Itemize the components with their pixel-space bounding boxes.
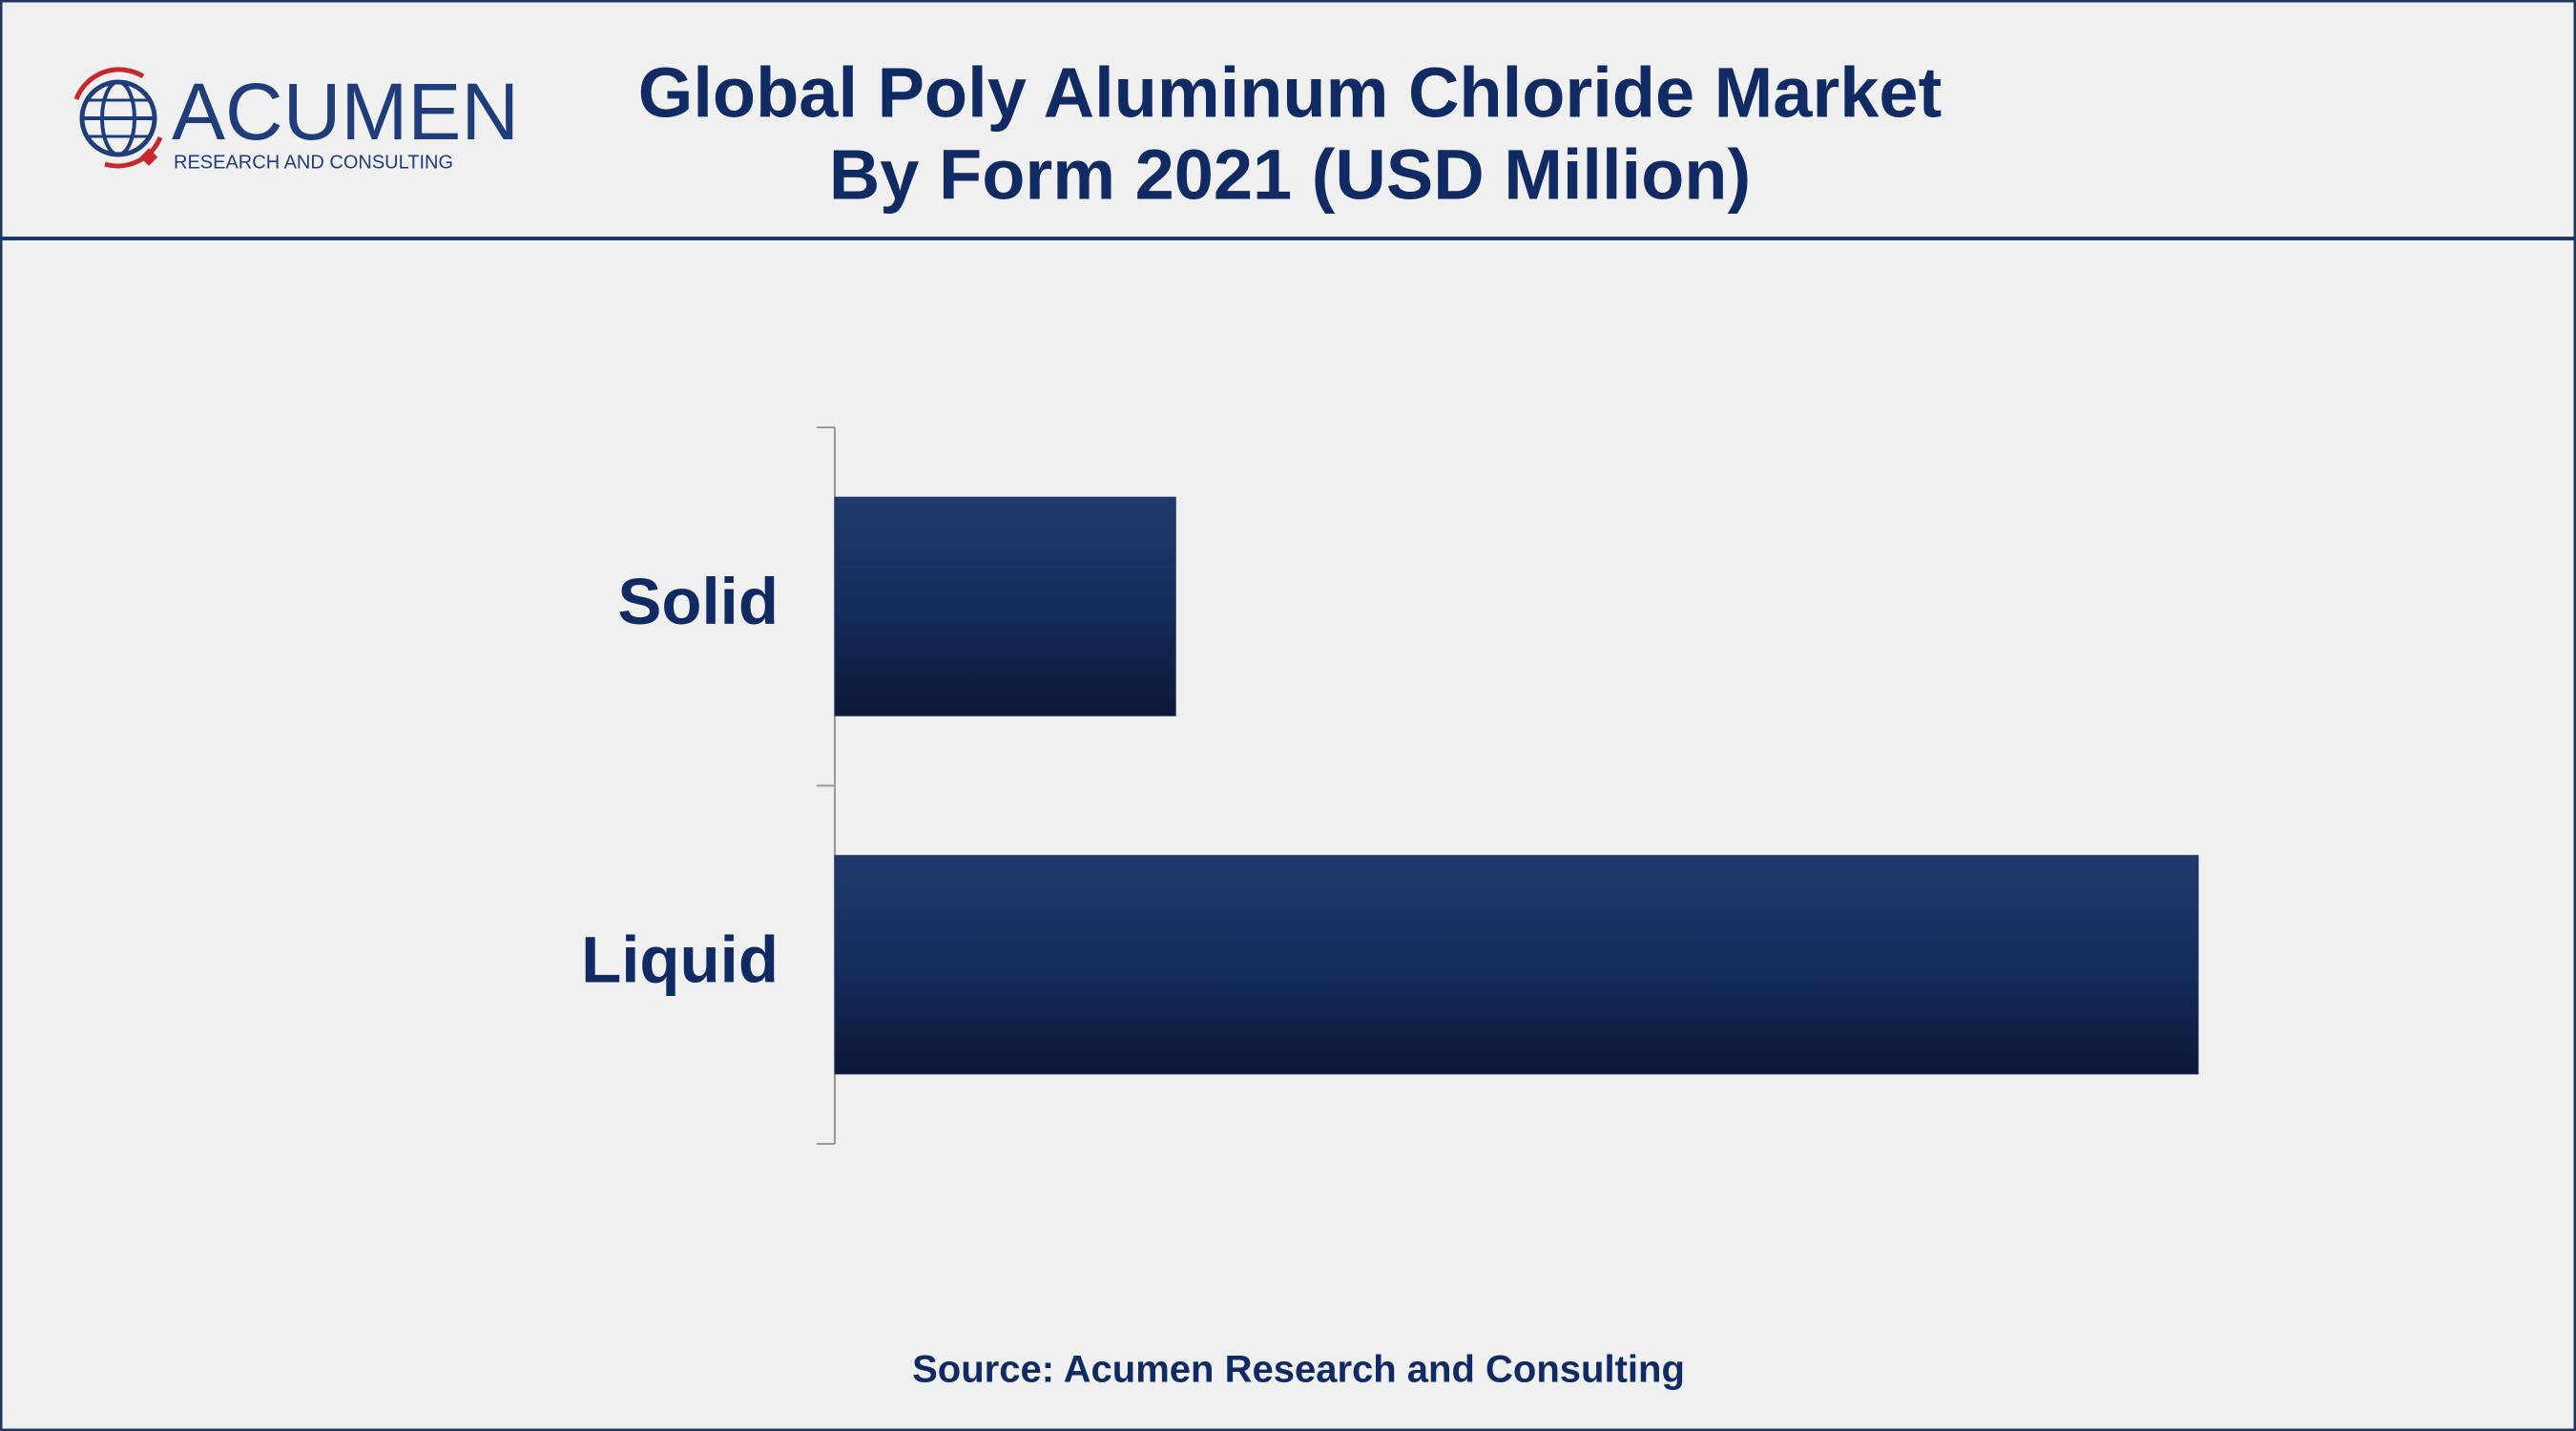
category-label: Solid <box>617 565 779 638</box>
logo-name: ACUMEN <box>172 67 519 156</box>
chart-subtitle: By Form 2021 (USD Million) <box>829 135 1751 215</box>
bar <box>834 496 1176 716</box>
category-label: Liquid <box>581 923 779 996</box>
logo-arc <box>104 135 163 169</box>
source-note: Source: Acumen Research and Consulting <box>912 1349 1685 1391</box>
chart-title: Global Poly Aluminum Chloride Market <box>638 53 1942 133</box>
logo-tagline: RESEARCH AND CONSULTING <box>174 152 453 173</box>
logo: ACUMEN RESEARCH AND CONSULTING <box>73 67 519 173</box>
bar <box>834 855 2199 1075</box>
logo-arc <box>73 67 145 100</box>
logo-diamond <box>139 148 158 166</box>
